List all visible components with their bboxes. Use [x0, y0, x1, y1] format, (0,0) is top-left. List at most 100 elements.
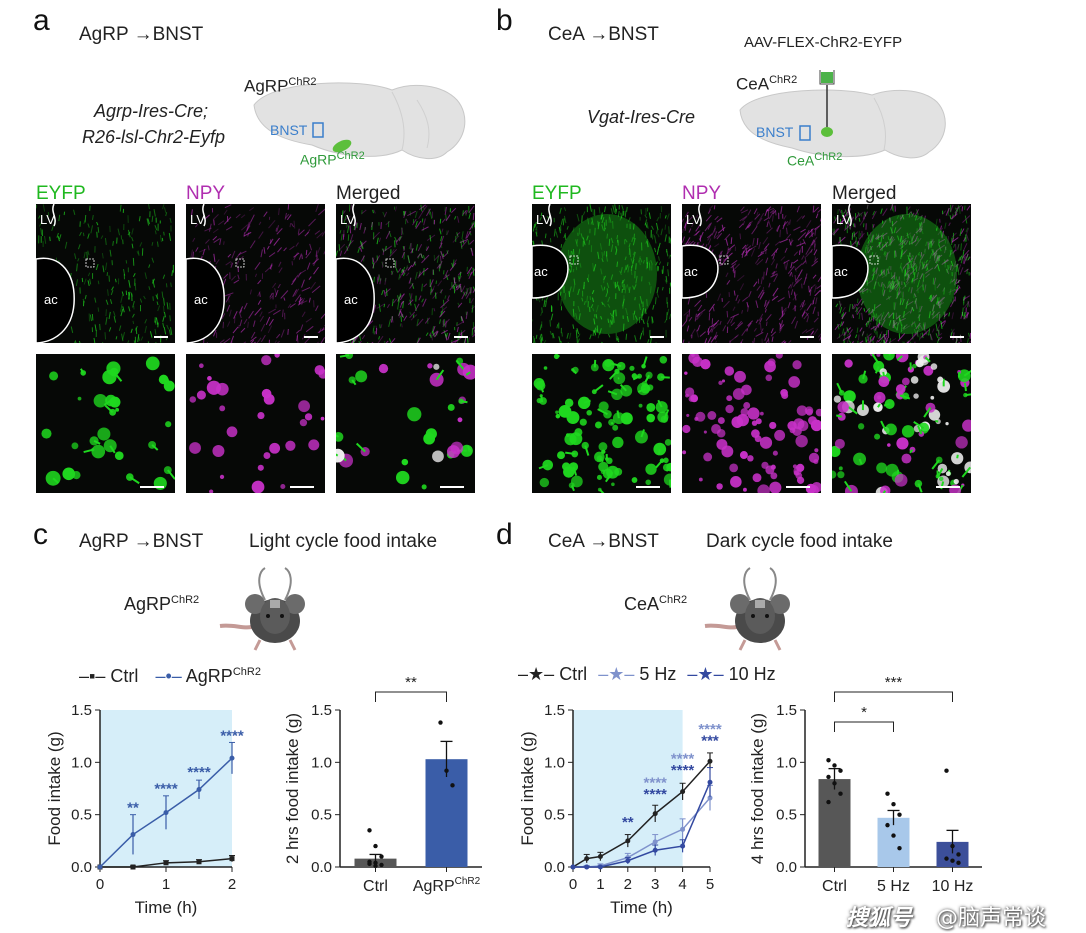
channel-label-eyfp-a: EYFP [36, 183, 86, 204]
channel-label-merged-a: Merged [336, 183, 401, 204]
data-point [950, 843, 955, 849]
x-tick-label: Ctrl [363, 878, 388, 895]
data-point [196, 787, 202, 793]
micrograph-b-npy-zoom [682, 354, 821, 493]
data-point [707, 779, 713, 785]
micrograph-a-npy-zoom [186, 354, 325, 493]
significance-mark: ** [622, 814, 634, 831]
y-tick-label: 1.0 [544, 754, 565, 771]
image-label-lv: LV [190, 212, 205, 227]
micrograph-canvas [832, 354, 971, 493]
y-tick-label: 0.0 [776, 859, 797, 876]
significance-mark: **** [220, 727, 244, 744]
watermark-logo: 搜狐号 [846, 905, 913, 930]
brain-outline-a [253, 82, 466, 159]
significance-mark: * [861, 704, 867, 721]
y-axis-label: 2 hrs food intake (g) [283, 713, 302, 864]
x-tick-label: 5 [706, 876, 714, 893]
significance-bracket [834, 721, 894, 732]
channel-label-npy-a: NPY [186, 183, 226, 204]
bar-0 [818, 779, 851, 867]
data-point [438, 720, 443, 725]
data-point [584, 864, 590, 870]
significance-mark: **** [671, 762, 695, 779]
data-point [130, 864, 136, 870]
data-point [680, 826, 686, 832]
legend-label-10hz: 10 Hz [728, 664, 776, 684]
region-label-bnst-a: BNST [270, 122, 308, 138]
y-tick-label: 0.0 [311, 859, 332, 876]
micrograph-b-merged-zoom [832, 354, 971, 493]
data-point [163, 860, 169, 866]
data-point [229, 755, 235, 761]
data-point [891, 833, 896, 838]
panel-c-pathway: AgRP →BNST [79, 531, 204, 552]
data-point [944, 768, 949, 773]
y-tick-label: 1.0 [71, 754, 92, 771]
x-tick-label: 10 Hz [932, 878, 974, 895]
y-tick-label: 1.5 [311, 702, 332, 719]
significance-mark: ** [405, 674, 417, 691]
x-tick-label: 3 [651, 876, 659, 893]
channel-label-eyfp-b: EYFP [532, 183, 582, 204]
legend-marker-10hz: –★– [687, 664, 724, 684]
data-point [885, 791, 890, 796]
micrograph-canvas [189, 354, 325, 493]
legend-label-5hz: 5 Hz [639, 664, 677, 684]
data-point [373, 843, 378, 849]
data-point [450, 783, 455, 788]
y-tick-label: 0.5 [71, 807, 92, 824]
data-point [944, 856, 949, 861]
x-tick-label: Ctrl [822, 878, 847, 895]
x-tick-label: 2 [228, 876, 236, 893]
significance-mark: **** [187, 764, 211, 781]
data-point [97, 864, 103, 870]
micrograph-a-merged-overview: LV ac [336, 204, 475, 343]
y-tick-label: 1.5 [71, 702, 92, 719]
micrograph-canvas [41, 356, 175, 490]
watermark-text: @脑声常谈 [936, 906, 1047, 931]
bar-1 [425, 759, 468, 867]
significance-mark: ** [127, 800, 139, 817]
data-point [950, 858, 955, 863]
data-point [367, 861, 372, 867]
data-point [379, 854, 384, 859]
data-point [373, 860, 378, 866]
image-label-ac: ac [194, 292, 208, 307]
mouse-illustration-c [219, 567, 305, 651]
data-point [897, 845, 902, 851]
y-axis-label: 4 hrs food intake (g) [748, 713, 767, 864]
image-label-lv: LV [686, 212, 701, 227]
panel-letter-d: d [496, 518, 513, 551]
data-point [597, 854, 603, 860]
data-point [680, 789, 686, 795]
y-axis-label: Food intake (g) [45, 731, 64, 845]
genotype-line-2: R26-lsl-Chr2-Eyfp [82, 127, 226, 147]
data-point [832, 763, 837, 768]
micrograph-canvas [336, 354, 475, 490]
mouse-label-d: CeAChR2 [624, 594, 688, 614]
brain-title-a: AgRPChR2 [244, 76, 317, 96]
data-point [652, 847, 658, 853]
data-point [229, 856, 235, 862]
micrograph-canvas: LV ac [186, 204, 325, 343]
data-point [597, 864, 603, 870]
micrograph-b-eyfp-zoom [532, 354, 671, 493]
legend-marker-agrp: –•– [155, 666, 182, 686]
image-label-ac: ac [344, 292, 358, 307]
micrograph-canvas: LV ac [36, 204, 174, 343]
region-label-bnst-b: BNST [756, 124, 794, 140]
data-point [584, 856, 590, 862]
image-label-ac: ac [834, 264, 848, 279]
panel-letter-a: a [33, 4, 50, 37]
y-tick-label: 0.0 [544, 859, 565, 876]
micrograph-a-eyfp-zoom [36, 354, 175, 493]
micrograph-a-eyfp-overview: LV ac [36, 204, 175, 343]
y-tick-label: 0.5 [544, 807, 565, 824]
y-tick-label: 0.0 [71, 859, 92, 876]
mouse-label-c: AgRPChR2 [124, 594, 200, 614]
data-point [652, 811, 658, 817]
bar-1 [877, 817, 910, 867]
significance-bracket [834, 691, 953, 702]
